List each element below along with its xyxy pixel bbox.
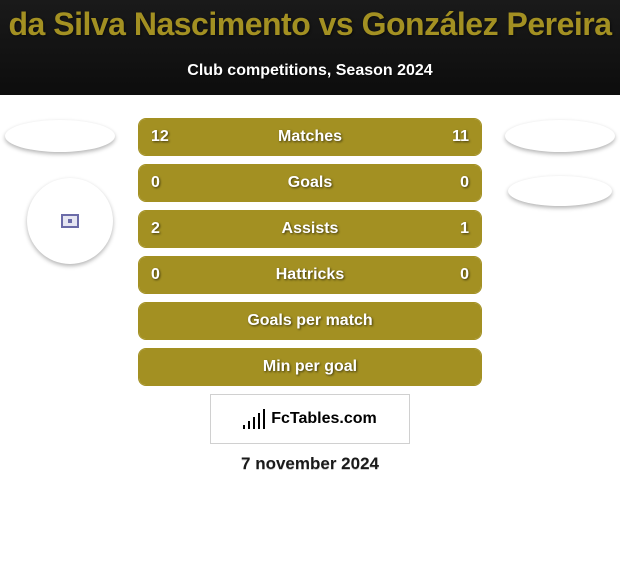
stat-value-left: 0 [151,165,160,201]
club-right-badge [508,176,612,206]
stat-row: Goals per match [138,302,482,340]
stat-row: Assists2 1 [138,210,482,248]
stat-value-left: 2 [151,211,160,247]
stat-value-left: 0 [151,257,160,293]
stat-label: Assists [139,211,481,247]
stat-value-left: 12 [151,119,169,155]
stat-label: Hattricks [139,257,481,293]
stat-row: Goals0 0 [138,164,482,202]
stat-value-right: 0 [460,165,469,201]
stat-value-right: 11 [452,119,469,155]
stat-label: Goals [139,165,481,201]
stat-row: Min per goal [138,348,482,386]
stat-row: Matches12 11 [138,118,482,156]
stat-value-right: 0 [460,257,469,293]
stat-label: Min per goal [139,349,481,385]
page-title: da Silva Nascimento vs González Pereira [0,6,620,43]
logo-text: FcTables.com [271,410,377,428]
player-left-avatar [5,120,115,152]
stat-value-right: 1 [460,211,469,247]
stat-row: Hattricks0 0 [138,256,482,294]
badge-icon [61,214,79,228]
fctables-logo[interactable]: FcTables.com [210,394,410,444]
club-left-badge [27,178,113,264]
page-subtitle: Club competitions, Season 2024 [0,62,620,80]
stats-container: Matches1211Goals00Assists21Hattricks00Go… [138,118,482,394]
player-right-avatar [505,120,615,152]
stat-label: Matches [139,119,481,155]
chart-icon [243,409,265,429]
stat-label: Goals per match [139,303,481,339]
date-label: 7 november 2024 [0,454,620,474]
